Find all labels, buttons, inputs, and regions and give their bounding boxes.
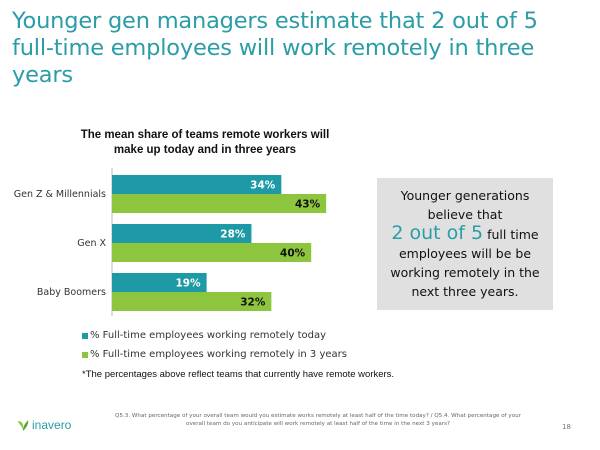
data-label-baby-boomers-today: 19% [175,278,201,290]
callout-line-1: Younger generations [400,188,530,203]
bar-chart: Gen Z & Millennials 34% 43% Gen X 28% 40% Baby… [14,168,327,316]
category-label-gen-x: Gen X [77,238,106,249]
legend-swatch-today [82,332,88,339]
source-line-2: overall team do you anticipate will work… [186,421,450,427]
bar-gen-z-millennials-today [112,175,282,194]
callout-line-3: 2 out of 5 full time [377,224,553,244]
callout-line-6: next three years. [411,284,519,299]
data-label-gen-z-millennials-today: 34% [250,180,276,192]
legend-label-3-years: % Full-time employees working remotely i… [90,349,347,360]
page-number: 18 [562,423,571,431]
data-label-baby-boomers-3-years: 32% [240,297,266,309]
source-line-1: Q5.3. What percentage of your overall te… [115,413,521,419]
data-label-gen-z-millennials-3-years: 43% [295,199,321,211]
leaf-icon [18,420,29,431]
headline-line-1: Younger gen managers estimate that 2 out… [12,8,538,34]
headline-line-2: full-time employees will work remotely i… [12,35,535,88]
callout-emphasis: 2 out of 5 [391,222,484,244]
data-label-gen-x-3-years: 40% [280,248,306,260]
legend-label-today: % Full-time employees working remotely t… [90,330,327,341]
bar-gen-x-3-years [112,243,312,262]
bar-gen-x-today [112,224,252,243]
category-label-gen-z-millennials: Gen Z & Millennials [14,189,106,200]
bar-gen-z-millennials-3-years [112,194,327,213]
data-label-gen-x-today: 28% [220,229,246,241]
chart-footnote: *The percentages above reflect teams tha… [82,369,395,380]
legend-item-today: % Full-time employees working remotely t… [82,326,347,345]
bar-baby-boomers-3-years [112,292,272,311]
chart-legend: % Full-time employees working remotely t… [82,326,347,364]
chart-title-line-1: The mean share of teams remote workers w… [80,129,330,141]
callout-line-2: believe that [427,207,503,222]
callout-box: Younger generations believe that 2 out o… [377,178,553,310]
chart-title-line-2: make up today and in three years [113,144,297,156]
callout-line-4: employees will be be [398,246,532,261]
callout-line-5: working remotely in the [390,265,540,280]
category-label-baby-boomers: Baby Boomers [37,287,106,298]
source-note: Q5.3. What percentage of your overall te… [82,412,554,428]
logo-text: inavero [32,418,72,432]
bar-baby-boomers-today [112,273,207,292]
chart-title: The mean share of teams remote workers w… [40,128,370,158]
slide-headline: Younger gen managers estimate that 2 out… [12,8,592,89]
legend-item-3-years: % Full-time employees working remotely i… [82,345,347,364]
callout-line-3-rest: full time [487,227,539,242]
inavero-logo: inavero [16,418,71,432]
legend-swatch-3-years [82,351,88,358]
